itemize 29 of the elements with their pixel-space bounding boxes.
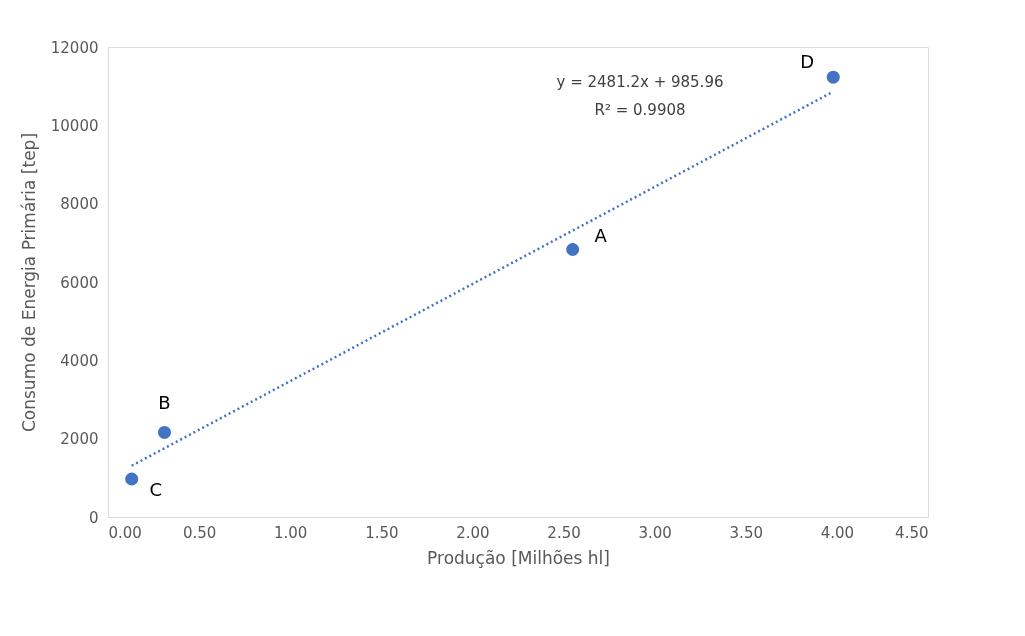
y-axis-title: Consumo de Energia Primária [tep] <box>18 132 39 433</box>
x-tick-label: 2.50 <box>547 523 581 542</box>
y-tick-label: 6000 <box>60 273 99 292</box>
annotation: y = 2481.2x + 985.96 <box>556 73 724 91</box>
point <box>566 242 580 256</box>
y-tick-label: 0 <box>88 508 99 527</box>
annotation: D <box>800 51 815 73</box>
annotation: R² = 0.9908 <box>594 101 686 119</box>
y-tick-label: 12000 <box>50 38 99 57</box>
x-tick-label: 1.50 <box>365 523 399 542</box>
x-tick-label: 3.50 <box>729 523 763 542</box>
y-tick-label: 2000 <box>60 430 99 449</box>
x-tick-label: 0.00 <box>108 523 142 542</box>
y-tick-label: 4000 <box>60 351 99 370</box>
x-tick-label: 0.50 <box>182 523 217 542</box>
point <box>125 472 139 486</box>
point <box>157 425 172 439</box>
x-tick-label: 3.00 <box>638 523 672 542</box>
annotation: A <box>594 225 608 247</box>
x-tick-label: 1.00 <box>274 523 308 542</box>
x-tick-label: 2.00 <box>456 523 490 542</box>
y-tick-label: 10000 <box>50 116 99 135</box>
point <box>826 70 840 84</box>
y-tick-label: 8000 <box>60 195 99 214</box>
x-axis-title: Produção [Milhões hl] <box>427 547 610 568</box>
annotation: C <box>149 479 162 501</box>
x-tick-label: 4.00 <box>820 523 855 542</box>
annotation: B <box>158 392 171 414</box>
x-tick-label: 4.50 <box>895 523 929 542</box>
